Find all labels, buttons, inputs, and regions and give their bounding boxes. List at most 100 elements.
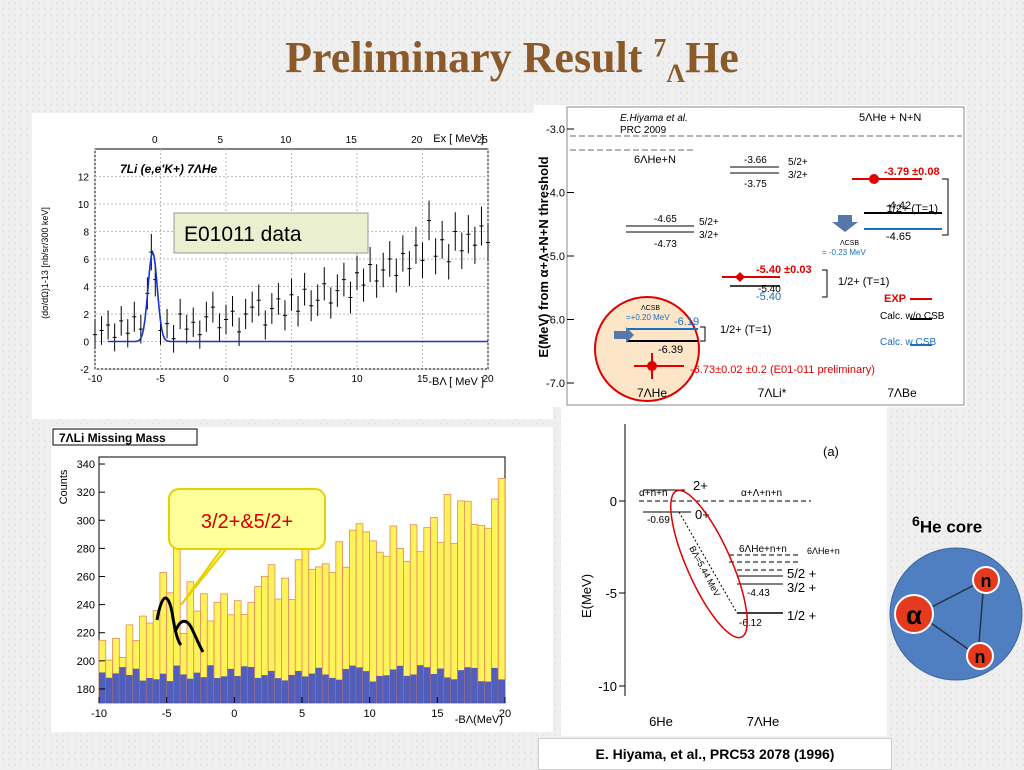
level-y-tick-label: -6.0 — [546, 315, 565, 327]
blue-bar — [200, 677, 208, 703]
blue-bar — [403, 675, 411, 703]
yellow-bar — [369, 540, 377, 704]
level-619: -6.19 — [674, 316, 699, 328]
blue-bar — [220, 676, 228, 703]
blue-bar — [227, 668, 235, 703]
level-069: -0.69 — [647, 515, 670, 526]
blue-bar — [498, 679, 505, 703]
y-tick-label: 300 — [77, 515, 95, 527]
x-tick-label: 15 — [431, 708, 443, 720]
level-y-tick-label: -3.0 — [546, 124, 565, 136]
level-473: -4.73 — [654, 239, 677, 250]
x-tick-label: 10 — [351, 374, 363, 385]
level-y-tick-label: -7.0 — [546, 378, 565, 390]
csb-label-a: ΛCSB — [840, 240, 859, 247]
blue-bar — [132, 668, 140, 703]
t1-label-b: 1/2+ (T=1) — [838, 276, 889, 288]
t1-label-c: 1/2+ (T=1) — [720, 324, 771, 336]
spin-32b: 3/2+ — [699, 230, 719, 241]
blue-bar — [444, 677, 451, 703]
bottom-y-tick-label: 0 — [610, 494, 617, 509]
yellow-bar — [477, 525, 486, 704]
blue-bar — [126, 674, 133, 703]
exp-673: -6.73±0.02 ±0.2 (E01-011 preliminary) — [690, 364, 875, 376]
level-scheme-bottom-svg: 0 -5 -10 (a) E(MeV) α+n+n -0.69 2+ 0+ α+Λ+… — [579, 424, 840, 729]
blue-bar — [146, 677, 154, 703]
top-tick-label: 15 — [346, 135, 358, 146]
ref-header2: PRC 2009 — [620, 125, 667, 136]
y-tick-label: 260 — [77, 571, 95, 583]
level-540b: -5.40 — [758, 284, 781, 295]
blue-bar — [464, 667, 472, 703]
x-label-he7: 7ΛHe — [747, 714, 780, 729]
yellow-bar — [450, 543, 459, 704]
csb-value-b: =+0.20 MeV — [626, 313, 670, 322]
level-366: -3.66 — [744, 155, 767, 166]
svg-text:E01011 data: E01011 data — [184, 223, 302, 246]
top-tick-label: 10 — [280, 135, 292, 146]
level-442: -4.42 — [886, 200, 911, 212]
spectrum-top-xlabel: Ex [ MeV ] — [433, 133, 484, 145]
top-tick-label: 0 — [152, 135, 158, 146]
y-tick-label: 6 — [83, 255, 89, 266]
blue-bar — [471, 667, 478, 703]
blue-bar — [437, 668, 445, 703]
blue-bar — [119, 667, 127, 703]
blue-bar — [247, 667, 255, 703]
spin-52a: 5/2+ — [788, 157, 808, 168]
blue-bar — [417, 665, 424, 703]
blue-bar — [166, 681, 174, 703]
blue-bar — [362, 671, 370, 703]
y-tick-label: 180 — [77, 684, 95, 696]
top-tick-label: 20 — [411, 135, 423, 146]
y-tick-label: 12 — [78, 173, 90, 184]
blue-bar — [281, 680, 289, 703]
exp-540: -5.40 ±0.03 — [756, 264, 812, 276]
blue-bar — [186, 678, 194, 703]
blue-bar — [288, 674, 296, 703]
x-tick-label: 5 — [289, 374, 295, 385]
blue-bar — [241, 666, 248, 703]
nucleus-li: 7ΛLi* — [758, 386, 787, 400]
level-465: -4.65 — [654, 214, 677, 225]
blue-bar — [99, 672, 106, 703]
nucleus-he: 7ΛHe — [637, 386, 667, 400]
spectrum-chart: -10 -5 0 5 10 15 20 0 5 10 15 20 25 -2 0 2 4 6 8 10 12 7Li (… — [40, 133, 494, 388]
blue-bar — [112, 673, 120, 703]
level-ylabel: E(MeV) from α+Λ+N+N threshold — [536, 156, 551, 357]
neutron-1: n — [981, 571, 992, 591]
top-tick-label: 25 — [477, 135, 489, 146]
spin-12-bottom: 1/2 + — [787, 608, 816, 623]
blue-bar — [302, 676, 309, 703]
he6n-label: 6ΛHe+N — [634, 154, 676, 166]
blue-bar — [383, 675, 390, 703]
y-tick-label: 220 — [77, 628, 95, 640]
level-612: -6.12 — [739, 618, 762, 629]
nucleus-be: 7ΛBe — [887, 386, 917, 400]
legend-calc: Calc. w/o CSB — [880, 311, 945, 322]
t1-label-a: 1/2+ (T=1) — [887, 203, 938, 215]
core-label: 6He core — [912, 514, 983, 537]
level-y-tick-label: -5.0 — [546, 251, 565, 263]
level-scheme-bottom: 0 -5 -10 (a) E(MeV) α+n+n -0.69 2+ 0+ α+Λ+… — [561, 406, 887, 736]
blue-bar — [173, 665, 181, 703]
y-tick-label: 240 — [77, 600, 95, 612]
reference-caption: E. Hiyama, et al., PRC53 2078 (1996) — [538, 738, 892, 770]
label-box: E01011 data — [173, 212, 369, 254]
spin-32-bottom: 3/2 + — [787, 580, 816, 595]
level-he6nn: 6ΛHe+n+n — [739, 544, 787, 555]
yellow-bar — [497, 478, 506, 704]
callout-label: 3/2+&5/2+ — [201, 511, 293, 533]
blue-bar — [410, 674, 418, 703]
alpha-particle: α — [906, 600, 922, 630]
y-tick-label: 200 — [77, 656, 95, 668]
spin-52-bottom: 5/2 + — [787, 566, 816, 581]
y-tick-label: -2 — [80, 365, 89, 376]
level-an: α+n+n — [639, 488, 668, 499]
blue-bar — [315, 667, 323, 703]
blue-bar — [342, 668, 350, 703]
level-465b: -4.65 — [886, 231, 911, 243]
highlight-circle — [594, 296, 700, 402]
top-tick-label: 5 — [217, 135, 223, 146]
blue-bar — [491, 667, 499, 703]
